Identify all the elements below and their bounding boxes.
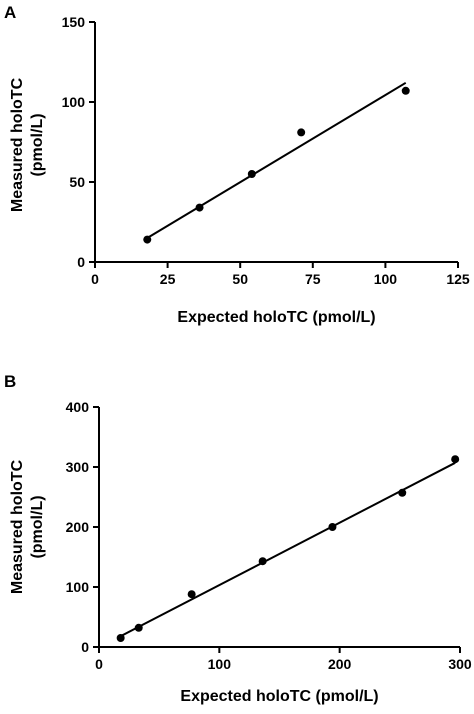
panel-a-regression-line	[146, 81, 407, 239]
panel-a-x-tick-label: 0	[91, 271, 99, 287]
panel-b-data-point	[398, 488, 407, 497]
panel-b-data-point	[451, 455, 460, 464]
panel-a-data-point	[247, 170, 256, 178]
panel-a-data-point	[195, 203, 204, 212]
panel-a-x-tick-label: 125	[446, 271, 470, 287]
panel-a-data-point	[297, 128, 306, 137]
panel-b-y-tick-label: 0	[81, 639, 89, 655]
panel-b-y-tick-label: 200	[66, 519, 90, 535]
panel-b-y-tick-label: 400	[66, 399, 90, 415]
panel-a-x-tick-label: 25	[160, 271, 176, 287]
panel-b-x-tick-label: 100	[208, 656, 232, 672]
panel-a-x-tick-label: 100	[374, 271, 398, 287]
panel-a-x-tick-label: 75	[305, 271, 321, 287]
panel-b-x-tick-label: 300	[448, 656, 472, 672]
panel-a-label: A	[4, 3, 16, 22]
panel-b-data-point	[116, 634, 125, 642]
panel-b-y-axis-title-line2: (pmol/L)	[29, 495, 46, 558]
panel-b-regression-line	[120, 461, 456, 638]
panel-a-y-axis-title-line2: (pmol/L)	[29, 113, 46, 176]
panel-b-y-tick-label: 100	[66, 579, 90, 595]
panel-b-x-tick-label: 0	[95, 656, 103, 672]
panel-b-label: B	[4, 372, 16, 391]
panel-a-y-tick-label: 150	[62, 14, 86, 30]
panel-a-data-point	[143, 235, 152, 244]
panel-a-y-tick-label: 100	[62, 94, 86, 110]
panel-b-data-point	[134, 623, 143, 632]
panel-b-y-axis-title-line1: Measured holoTC	[9, 459, 26, 594]
panel-a-y-tick-label: 0	[77, 254, 85, 270]
panel-a-y-axis-title-line1: Measured holoTC	[9, 77, 26, 212]
panel-b-data-point	[258, 557, 267, 566]
panel-b-y-tick-label: 300	[66, 459, 90, 475]
panel-a-data-point	[401, 86, 410, 95]
panel-b-data-point	[328, 523, 337, 531]
panel-b-x-axis-title: Expected holoTC (pmol/L)	[180, 688, 378, 705]
panel-b-x-tick-label: 200	[328, 656, 352, 672]
panel-a-x-axis-title: Expected holoTC (pmol/L)	[177, 309, 375, 326]
panel-a-x-tick-label: 50	[232, 271, 248, 287]
panel-a-y-tick-label: 50	[69, 174, 85, 190]
panel-b-data-point	[187, 590, 196, 599]
